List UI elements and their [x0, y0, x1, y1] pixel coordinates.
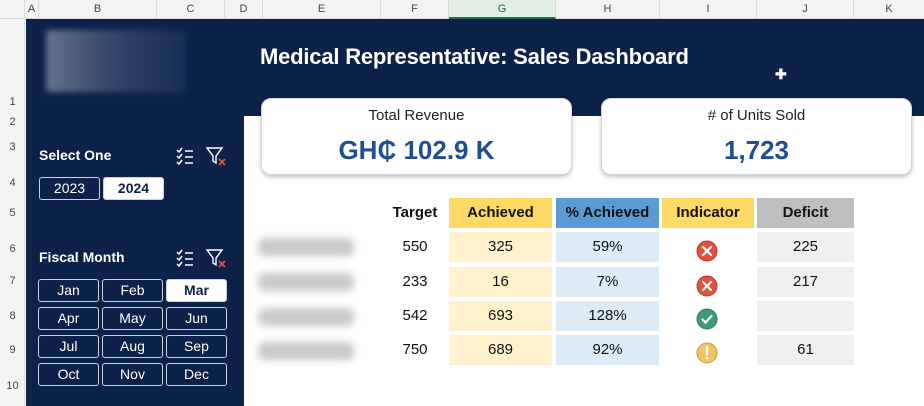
- column-header[interactable]: D: [225, 0, 263, 19]
- multi-select-icon[interactable]: [175, 248, 195, 268]
- multi-select-icon[interactable]: [175, 146, 195, 166]
- kpi-value: GH₵ 102.9 K: [338, 135, 495, 165]
- column-header[interactable]: G: [449, 0, 556, 19]
- row-header[interactable]: 3: [9, 141, 16, 153]
- column-header[interactable]: K: [885, 3, 893, 15]
- cell-deficit[interactable]: 225: [757, 232, 854, 262]
- warning-icon: [696, 342, 718, 364]
- kpi-label: # of Units Sold: [707, 107, 806, 124]
- column-header[interactable]: J: [757, 0, 854, 19]
- cell-achieved[interactable]: 689: [449, 335, 552, 365]
- cross-icon: [696, 240, 718, 262]
- cell-pct-achieved[interactable]: 59%: [556, 232, 659, 262]
- row-header[interactable]: 1: [9, 96, 16, 108]
- month-option-mar[interactable]: Mar: [166, 279, 227, 302]
- cross-icon: [696, 275, 718, 297]
- month-option-may[interactable]: May: [102, 307, 163, 330]
- cell-achieved[interactable]: 16: [449, 267, 552, 297]
- row-header[interactable]: 5: [9, 207, 16, 219]
- month-option-sep[interactable]: Sep: [166, 335, 227, 358]
- cell-deficit[interactable]: [757, 301, 854, 331]
- month-option-feb[interactable]: Feb: [102, 279, 163, 302]
- column-header-bar: A B C D E F G H I J K: [0, 0, 924, 19]
- column-header[interactable]: A: [25, 0, 39, 19]
- cell-pct-achieved[interactable]: 92%: [556, 335, 659, 365]
- column-header[interactable]: C: [157, 0, 225, 19]
- column-header[interactable]: E: [263, 0, 381, 19]
- year-option-2024[interactable]: 2024: [103, 177, 164, 200]
- cell-deficit[interactable]: 61: [757, 335, 854, 365]
- column-header[interactable]: I: [660, 0, 757, 19]
- header-indicator: Indicator: [662, 198, 754, 228]
- kpi-card-revenue: Total Revenue GH₵ 102.9 K: [261, 98, 572, 175]
- row-header[interactable]: 10: [6, 380, 19, 392]
- rep-name-redacted: [258, 238, 354, 256]
- row-header[interactable]: 7: [9, 275, 16, 287]
- dashboard-title: Medical Representative: Sales Dashboard: [260, 44, 689, 69]
- cell-pct-achieved[interactable]: 7%: [556, 267, 659, 297]
- select-all-corner[interactable]: [0, 0, 25, 19]
- column-header[interactable]: B: [39, 0, 157, 19]
- kpi-value: 1,723: [723, 135, 790, 165]
- check-icon: [696, 308, 718, 330]
- cell-target[interactable]: 233: [402, 273, 428, 290]
- month-option-jul[interactable]: Jul: [38, 335, 99, 358]
- month-option-aug[interactable]: Aug: [102, 335, 163, 358]
- company-logo: [46, 30, 186, 92]
- month-option-oct[interactable]: Oct: [38, 363, 99, 386]
- row-header-bar: 1 2 3 4 5 6 7 8 9 10: [0, 19, 25, 406]
- cell-achieved[interactable]: 325: [449, 232, 552, 262]
- header-deficit: Deficit: [757, 198, 854, 228]
- row-header[interactable]: 8: [9, 310, 16, 322]
- header-target: Target: [392, 204, 438, 221]
- rep-name-redacted: [258, 273, 354, 291]
- year-option-2023[interactable]: 2023: [39, 177, 100, 200]
- year-slicer-title: Select One: [39, 147, 112, 163]
- clear-filter-icon[interactable]: [206, 146, 226, 166]
- cell-target[interactable]: 550: [402, 238, 428, 255]
- header-achieved: Achieved: [449, 198, 552, 228]
- column-header[interactable]: H: [556, 0, 660, 19]
- header-pct-achieved: % Achieved: [556, 198, 659, 228]
- month-option-apr[interactable]: Apr: [38, 307, 99, 330]
- month-option-jun[interactable]: Jun: [166, 307, 227, 330]
- cell-target[interactable]: 542: [402, 307, 428, 324]
- row-header[interactable]: 6: [9, 243, 16, 255]
- rep-name-redacted: [258, 308, 354, 326]
- cell-target[interactable]: 750: [402, 341, 428, 358]
- cell-pct-achieved[interactable]: 128%: [556, 301, 659, 331]
- row-header[interactable]: 4: [9, 177, 16, 189]
- kpi-label: Total Revenue: [368, 107, 465, 124]
- month-option-dec[interactable]: Dec: [166, 363, 227, 386]
- cell-achieved[interactable]: 693: [449, 301, 552, 331]
- cursor-icon: ✚: [775, 66, 787, 82]
- row-header[interactable]: 9: [9, 344, 16, 356]
- column-header[interactable]: F: [381, 0, 449, 19]
- kpi-card-units: # of Units Sold 1,723: [601, 98, 912, 175]
- month-option-jan[interactable]: Jan: [38, 279, 99, 302]
- rep-name-redacted: [258, 342, 354, 360]
- cell-deficit[interactable]: 217: [757, 267, 854, 297]
- clear-filter-icon[interactable]: [206, 248, 226, 268]
- row-header[interactable]: 2: [9, 116, 16, 128]
- month-option-nov[interactable]: Nov: [102, 363, 163, 386]
- month-slicer-title: Fiscal Month: [39, 249, 125, 265]
